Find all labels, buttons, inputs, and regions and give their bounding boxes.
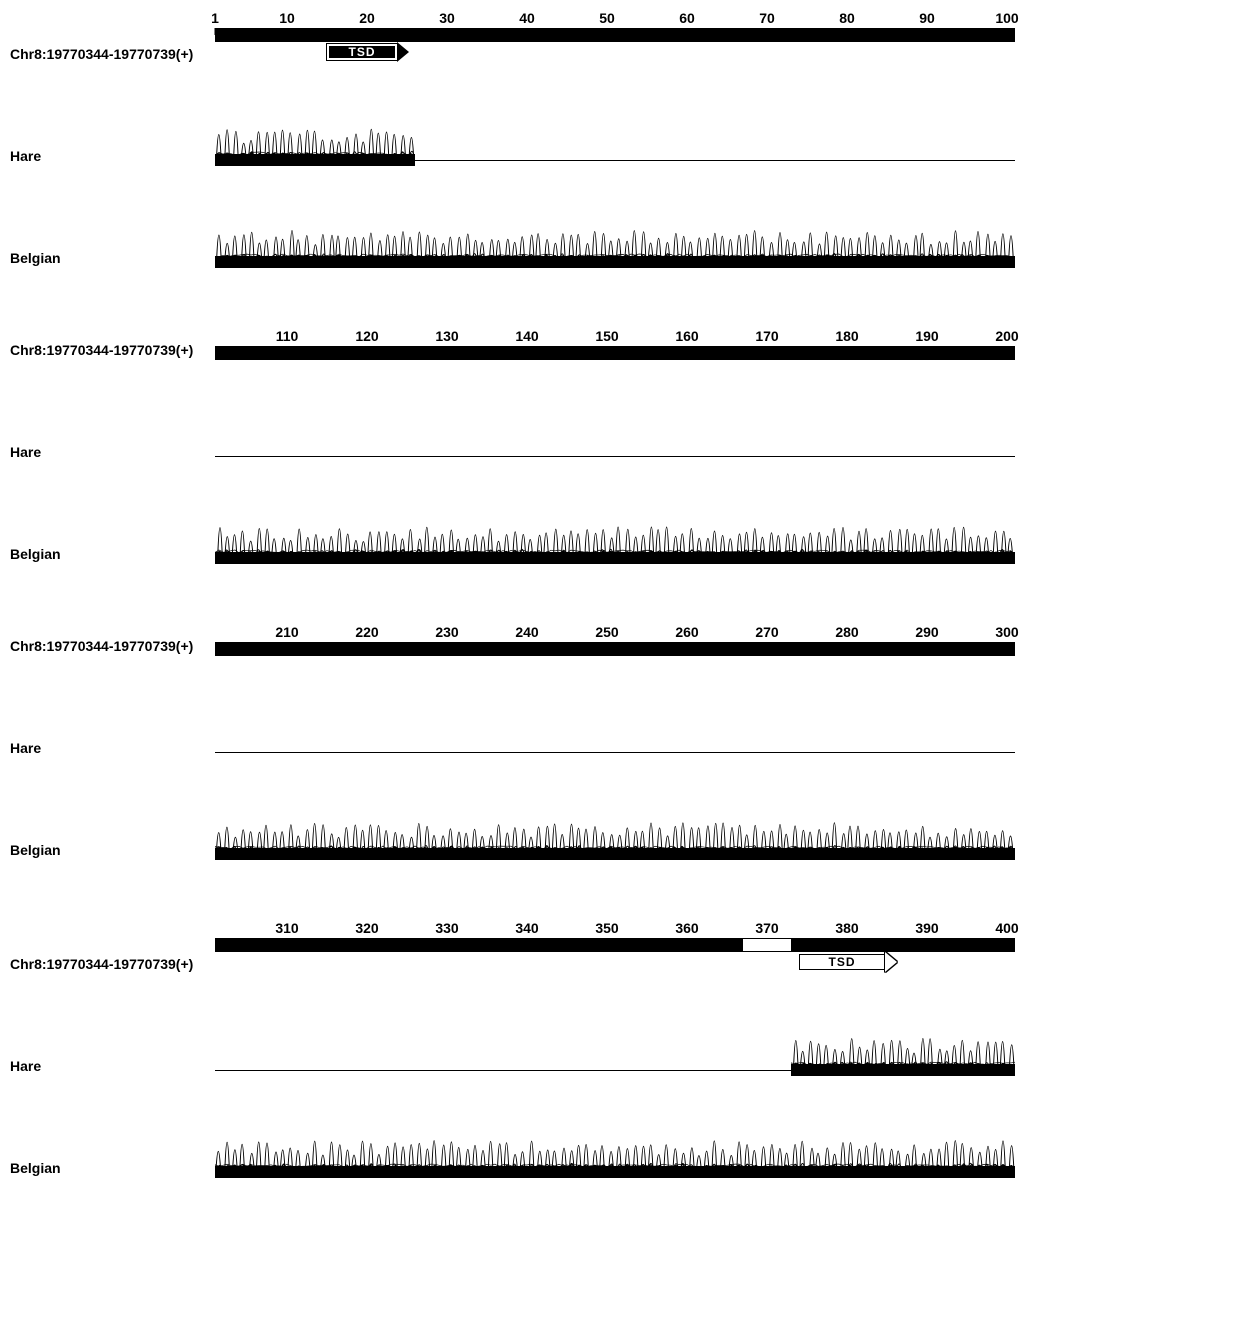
tick-label: 10 — [279, 10, 295, 26]
tick-label: 300 — [995, 624, 1018, 640]
tsd-annotation: TSD — [327, 44, 409, 60]
ruler: 1102030405060708090100 — [215, 10, 1015, 28]
tick-label: 340 — [515, 920, 538, 936]
trace-hare — [215, 384, 1015, 462]
tick-label: 200 — [995, 328, 1018, 344]
sample-label-hare: Hare — [10, 1058, 215, 1076]
trace-hare — [215, 680, 1015, 758]
tick-label: 350 — [595, 920, 618, 936]
tick-label: 370 — [755, 920, 778, 936]
sample-label-hare: Hare — [10, 148, 215, 166]
reference-label: Chr8:19770344-19770739(+) — [10, 956, 215, 974]
tsd-annotation: TSD — [799, 954, 897, 970]
tick-label: 150 — [595, 328, 618, 344]
tick-label: 180 — [835, 328, 858, 344]
tick-label: 30 — [439, 10, 455, 26]
tick-label: 390 — [915, 920, 938, 936]
tick-label: 140 — [515, 328, 538, 344]
sample-label-hare: Hare — [10, 740, 215, 758]
tick-label: 70 — [759, 10, 775, 26]
tick-label: 360 — [675, 920, 698, 936]
reference-label: Chr8:19770344-19770739(+) — [10, 638, 215, 656]
panel-4: Chr8:19770344-19770739(+) 310 320 330 340 350… — [10, 920, 1220, 1178]
trace-belgian — [215, 1100, 1015, 1178]
trace-hare — [215, 88, 1015, 166]
tick-label: 90 — [919, 10, 935, 26]
arrow-head-icon — [885, 952, 897, 972]
sample-label-belgian: Belgian — [10, 546, 215, 564]
tick-label: 330 — [435, 920, 458, 936]
sample-label-belgian: Belgian — [10, 250, 215, 268]
tick-label: 120 — [355, 328, 378, 344]
tick-label: 220 — [355, 624, 378, 640]
alignment-figure: Chr8:19770344-19770739(+)110203040506070… — [10, 10, 1220, 1178]
tick-label: 290 — [915, 624, 938, 640]
tick-label: 230 — [435, 624, 458, 640]
tick-label: 100 — [995, 10, 1018, 26]
reference-bar — [215, 28, 1015, 42]
reference-bar — [215, 346, 1015, 360]
tick-label: 240 — [515, 624, 538, 640]
tsd-label: TSD — [829, 955, 856, 969]
panel-2: Chr8:19770344-19770739(+) 110 120 130 140 150… — [10, 328, 1220, 564]
tick-label: 250 — [595, 624, 618, 640]
reference-label: Chr8:19770344-19770739(+) — [10, 342, 215, 360]
tick-label: 40 — [519, 10, 535, 26]
tick-label: 20 — [359, 10, 375, 26]
tick-label: 130 — [435, 328, 458, 344]
tick-label: 80 — [839, 10, 855, 26]
tick-label: 60 — [679, 10, 695, 26]
sample-label-hare: Hare — [10, 444, 215, 462]
tick-label: 160 — [675, 328, 698, 344]
tick-label: 1 — [211, 10, 219, 26]
ruler: 110 120 130 140 150 160 170 180 190 200 — [215, 328, 1015, 346]
tick-label: 210 — [275, 624, 298, 640]
tick-label: 320 — [355, 920, 378, 936]
panel-1: Chr8:19770344-19770739(+) 1 10 20 30 40 50 60 70… — [10, 10, 1220, 268]
ruler: 210 220 230 240 250 260 270 280 290 300 — [215, 624, 1015, 642]
sample-label-belgian: Belgian — [10, 842, 215, 860]
trace-belgian — [215, 782, 1015, 860]
trace-belgian — [215, 190, 1015, 268]
reference-label: Chr8:19770344-19770739(+) — [10, 46, 215, 64]
tick-label: 380 — [835, 920, 858, 936]
sample-label-belgian: Belgian — [10, 1160, 215, 1178]
tick-label: 260 — [675, 624, 698, 640]
tick-label: 50 — [599, 10, 615, 26]
tick-label: 310 — [275, 920, 298, 936]
tick-label: 400 — [995, 920, 1018, 936]
tick-label: 270 — [755, 624, 778, 640]
trace-hare — [215, 998, 1015, 1076]
tick-label: 190 — [915, 328, 938, 344]
ruler: 310 320 330 340 350 360 370 380 390 400 — [215, 920, 1015, 938]
reference-bar — [215, 938, 1015, 952]
tsd-label: TSD — [349, 45, 376, 59]
tick-label: 280 — [835, 624, 858, 640]
tick-label: 110 — [276, 328, 299, 344]
panel-3: Chr8:19770344-19770739(+) 210 220 230 240 250… — [10, 624, 1220, 860]
reference-bar — [215, 642, 1015, 656]
trace-belgian — [215, 486, 1015, 564]
arrow-head-icon — [397, 42, 409, 62]
tick-label: 170 — [755, 328, 778, 344]
